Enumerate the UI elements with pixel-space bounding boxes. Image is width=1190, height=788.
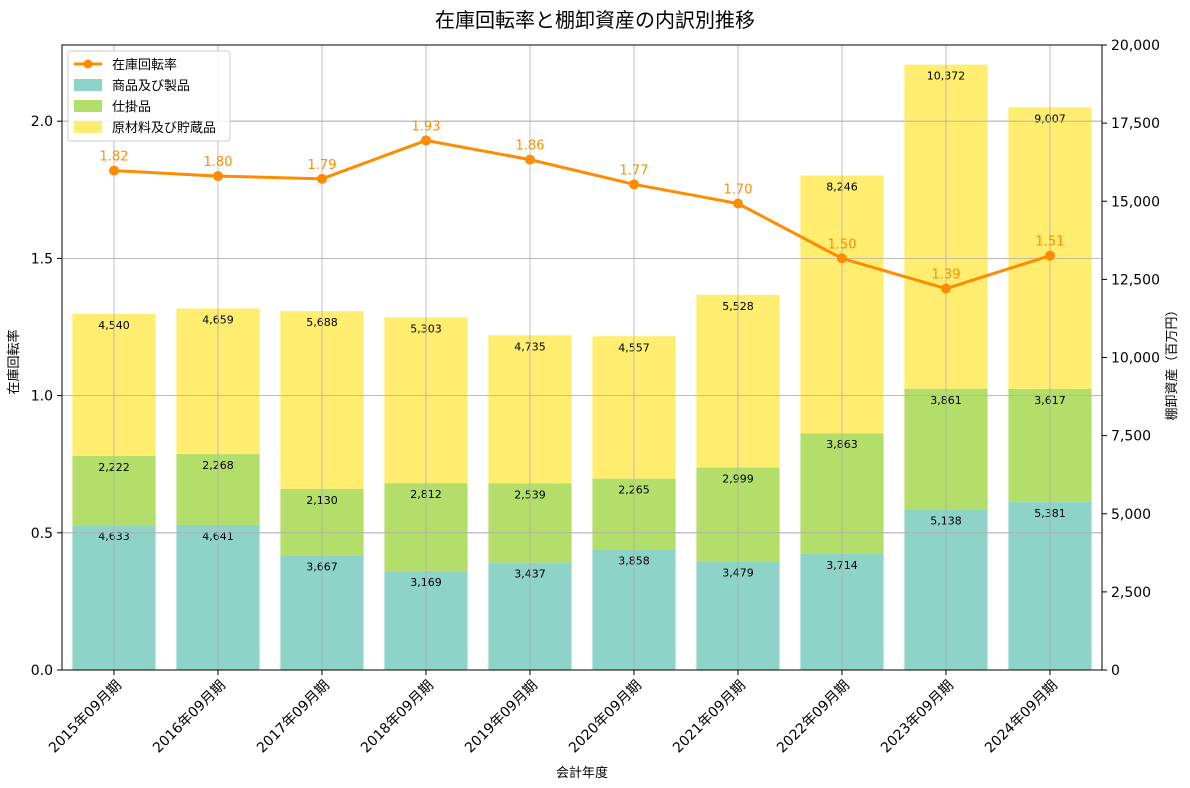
x-tick-label: 2016年09月期	[150, 678, 229, 757]
turnover-point	[421, 135, 431, 146]
x-axis-label: 会計年度	[556, 765, 608, 781]
x-tick-label: 2020年09月期	[566, 678, 645, 757]
x-tick-label: 2022年09月期	[774, 678, 853, 757]
legend-swatch	[74, 79, 102, 91]
chart-title: 在庫回転率と棚卸資産の内訳別推移	[435, 8, 755, 32]
turnover-value-label: 1.77	[620, 163, 649, 178]
turnover-value-label: 1.86	[516, 139, 545, 154]
right-tick-label: 20,000	[1111, 38, 1160, 54]
x-tick-label: 2015年09月期	[46, 678, 125, 757]
legend-label: 仕掛品	[112, 100, 151, 115]
x-tick-label: 2017年09月期	[254, 678, 333, 757]
turnover-line: 1.82 1.80 1.79 1.93 1.86 1.77 1.70 1.50 1.39 1.51	[100, 119, 1065, 294]
turnover-value-label: 1.70	[724, 183, 753, 198]
x-tick-label: 2023年09月期	[878, 678, 957, 757]
right-tick-label: 5,000	[1111, 507, 1151, 523]
legend-swatch	[74, 121, 102, 133]
turnover-value-label: 1.39	[932, 268, 961, 283]
left-axis-label: 在庫回転率	[6, 329, 22, 394]
left-tick-label: 0.5	[31, 526, 53, 542]
left-tick-label: 1.5	[31, 251, 53, 267]
legend-line-marker	[83, 59, 93, 69]
legend-label: 商品及び製品	[112, 79, 190, 94]
right-tick-label: 10,000	[1111, 351, 1160, 367]
legend-box	[67, 50, 231, 142]
left-tick-label: 1.0	[31, 389, 53, 405]
x-tick-label: 2024年09月期	[982, 678, 1061, 757]
right-tick-label: 0	[1111, 663, 1120, 679]
turnover-point	[109, 165, 119, 176]
turnover-value-label: 1.50	[828, 237, 857, 252]
right-axis: 0 2,500 5,000 7,500 10,000 12,500 15,000 17,500…	[1102, 38, 1160, 679]
turnover-value-label: 1.82	[100, 150, 129, 165]
right-tick-label: 2,500	[1111, 585, 1151, 601]
turnover-point	[317, 173, 327, 184]
turnover-point	[629, 179, 639, 190]
turnover-value-label: 1.80	[204, 155, 233, 170]
x-tick-label: 2021年09月期	[670, 678, 749, 757]
right-axis-label: 棚卸資産（百万円）	[1164, 303, 1180, 420]
x-axis: 2015年09月期 2016年09月期 2017年09月期 2018年09月期 2019…	[46, 670, 1061, 756]
turnover-point	[837, 253, 847, 264]
right-tick-label: 15,000	[1111, 194, 1160, 210]
x-tick-label: 2019年09月期	[462, 678, 541, 757]
right-tick-label: 17,500	[1111, 116, 1160, 132]
turnover-point	[213, 171, 223, 182]
turnover-point	[1045, 250, 1055, 261]
legend-label: 原材料及び貯蔵品	[112, 121, 216, 136]
legend-swatch	[74, 100, 102, 112]
left-tick-label: 0.0	[31, 663, 53, 679]
turnover-line-path	[113, 138, 1051, 291]
turnover-value-label: 1.79	[308, 158, 337, 173]
turnover-point	[525, 154, 535, 165]
right-tick-label: 12,500	[1111, 272, 1160, 288]
turnover-value-label: 1.93	[412, 119, 441, 134]
turnover-point	[941, 283, 951, 294]
legend-label: 在庫回転率	[112, 57, 177, 73]
right-tick-label: 7,500	[1111, 429, 1151, 445]
grid-vertical	[113, 45, 1051, 670]
left-axis: 0.0 0.5 1.0 1.5 2.0	[31, 114, 62, 679]
turnover-value-label: 1.51	[1036, 235, 1065, 250]
turnover-point	[733, 198, 743, 209]
left-tick-label: 2.0	[31, 114, 53, 130]
x-tick-label: 2018年09月期	[358, 678, 437, 757]
